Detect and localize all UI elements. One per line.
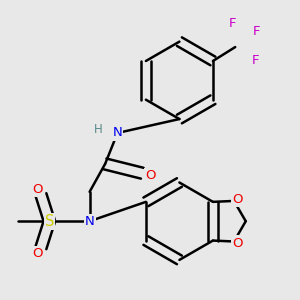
Text: F: F: [253, 25, 261, 38]
Text: O: O: [33, 183, 43, 196]
Text: S: S: [45, 214, 54, 229]
Text: F: F: [228, 17, 236, 30]
Text: F: F: [252, 55, 259, 68]
Text: N: N: [112, 127, 122, 140]
Text: O: O: [232, 193, 243, 206]
Text: H: H: [94, 123, 103, 136]
Text: O: O: [232, 236, 243, 250]
Text: O: O: [145, 169, 155, 182]
Text: O: O: [33, 247, 43, 260]
Text: N: N: [85, 215, 94, 228]
